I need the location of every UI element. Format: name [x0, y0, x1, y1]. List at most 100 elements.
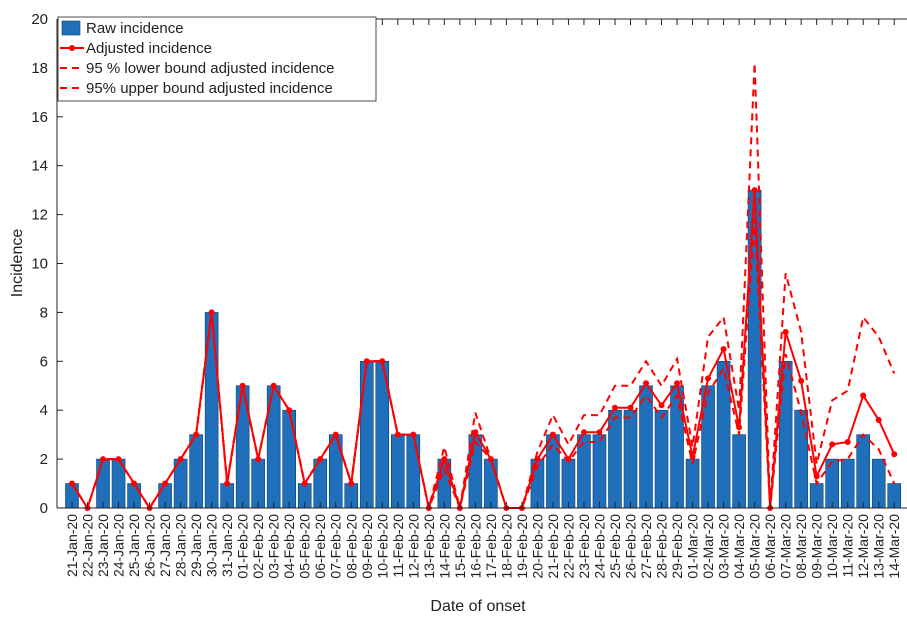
marker — [798, 377, 805, 384]
x-tick-label: 17-Feb-20 — [483, 514, 499, 579]
x-tick-label: 14-Mar-20 — [886, 514, 902, 579]
bar — [282, 409, 296, 509]
x-tick-label: 09-Mar-20 — [809, 514, 825, 579]
bar — [654, 409, 669, 509]
x-tick-label: 05-Mar-20 — [747, 514, 763, 579]
bar — [623, 409, 638, 509]
bar — [592, 434, 607, 509]
x-tick-label: 21-Jan-20 — [64, 514, 80, 577]
bar — [359, 360, 374, 509]
bar — [794, 409, 808, 509]
bar — [406, 434, 421, 509]
legend-label: Raw incidence — [86, 20, 184, 37]
marker — [674, 380, 681, 387]
y-tick-label: 16 — [31, 109, 48, 126]
bar — [608, 409, 622, 509]
dashed-line — [71, 219, 896, 512]
y-tick-label: 14 — [31, 158, 48, 175]
marker — [441, 456, 448, 463]
marker — [224, 480, 231, 487]
y-tick-label: 12 — [31, 207, 48, 224]
x-tick-label: 03-Feb-20 — [266, 514, 282, 579]
y-tick-label: 10 — [31, 256, 48, 273]
x-tick-label: 12-Feb-20 — [405, 514, 421, 579]
x-tick-label: 03-Mar-20 — [716, 514, 732, 579]
marker — [627, 404, 634, 411]
x-tick-label: 27-Jan-20 — [157, 514, 173, 577]
x-tick-label: 08-Mar-20 — [793, 514, 809, 579]
legend-label: Adjusted incidence — [86, 40, 212, 57]
bar — [251, 458, 265, 509]
x-tick-label: 25-Feb-20 — [607, 514, 623, 579]
x-tick-label: 01-Feb-20 — [235, 514, 251, 579]
bar — [840, 458, 855, 509]
x-tick-label: 22-Feb-20 — [560, 514, 576, 579]
x-tick-label: 02-Feb-20 — [250, 514, 266, 579]
bar — [639, 385, 653, 509]
y-tick-label: 18 — [31, 60, 48, 77]
bar — [732, 434, 746, 509]
x-tick-label: 29-Feb-20 — [669, 514, 685, 579]
marker — [596, 429, 603, 436]
marker — [705, 375, 712, 382]
x-tick-label: 02-Mar-20 — [700, 514, 716, 579]
x-tick-label: 01-Mar-20 — [685, 514, 701, 579]
x-tick-label: 22-Jan-20 — [80, 514, 96, 577]
legend-box — [57, 16, 377, 102]
x-tick-label: 31-Jan-20 — [219, 514, 235, 577]
bar — [716, 360, 731, 509]
bar — [577, 434, 591, 509]
x-tick-label: 23-Jan-20 — [95, 514, 111, 577]
x-tick-label: 26-Jan-20 — [142, 514, 158, 577]
x-tick-label: 11-Feb-20 — [390, 514, 406, 578]
x-tick-label: 26-Feb-20 — [623, 514, 639, 579]
bar — [685, 458, 700, 509]
bar — [390, 434, 405, 509]
y-tick-label: 4 — [40, 402, 48, 419]
marker — [829, 441, 836, 448]
bar — [96, 458, 110, 509]
x-tick-label: 06-Feb-20 — [312, 514, 328, 579]
x-tick-label: 12-Mar-20 — [855, 514, 871, 579]
legend-marker — [69, 45, 75, 51]
x-tick-label: 27-Feb-20 — [638, 514, 654, 579]
y-axis-label: Incidence — [9, 229, 26, 298]
x-tick-label: 24-Feb-20 — [591, 514, 607, 579]
x-tick-label: 20-Feb-20 — [529, 514, 545, 579]
bar — [561, 458, 576, 509]
x-tick-label: 14-Feb-20 — [436, 514, 452, 579]
bar — [189, 434, 203, 509]
marker — [860, 392, 867, 399]
marker — [720, 346, 727, 353]
x-tick-label: 13-Feb-20 — [421, 514, 437, 579]
y-tick-label: 2 — [40, 451, 48, 468]
bar — [484, 458, 498, 509]
marker — [286, 407, 293, 414]
bar — [871, 458, 886, 509]
legend-swatch — [61, 20, 81, 36]
x-tick-label: 07-Mar-20 — [778, 514, 794, 579]
marker — [875, 416, 882, 423]
x-tick-label: 05-Feb-20 — [297, 514, 313, 579]
x-tick-label: 18-Feb-20 — [498, 514, 514, 579]
marker — [891, 451, 898, 458]
marker — [580, 429, 587, 436]
x-tick-label: 30-Jan-20 — [204, 514, 220, 577]
bar — [856, 434, 871, 509]
x-tick-label: 28-Feb-20 — [654, 514, 670, 579]
legend: Raw incidence Adjusted incidence 95 % lowe… — [57, 16, 377, 102]
legend-label: 95 % lower bound adjusted incidence — [86, 60, 335, 77]
x-tick-label: 08-Feb-20 — [343, 514, 359, 579]
marker — [643, 380, 650, 387]
y-tick-label: 20 — [31, 11, 48, 28]
marker — [239, 382, 246, 389]
marker — [782, 328, 789, 335]
x-tick-label: 06-Mar-20 — [762, 514, 778, 579]
x-tick-label: 23-Feb-20 — [576, 514, 592, 579]
marker — [549, 431, 556, 438]
x-tick-label: 07-Feb-20 — [328, 514, 344, 579]
x-tick-label: 09-Feb-20 — [359, 514, 375, 579]
x-tick-label: 04-Feb-20 — [281, 514, 297, 579]
marker — [611, 404, 618, 411]
x-tick-label: 29-Jan-20 — [188, 514, 204, 577]
